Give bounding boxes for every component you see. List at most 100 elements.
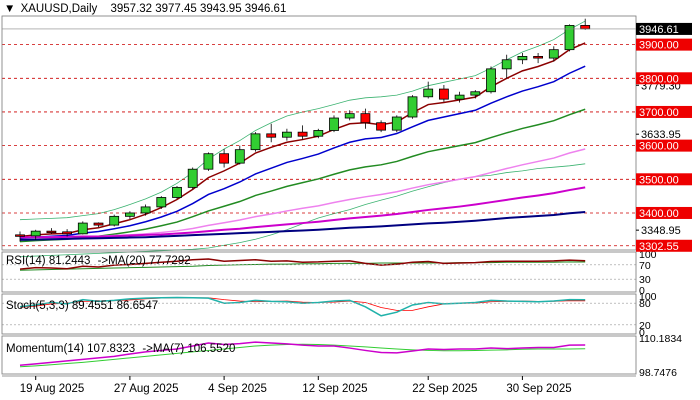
candle — [470, 90, 481, 99]
candle-body — [533, 56, 543, 59]
candle-body — [564, 25, 575, 51]
candle — [219, 148, 230, 168]
candle-body — [172, 186, 182, 198]
time-axis-label: 19 Aug 2025 — [20, 383, 85, 395]
time-axis-label: 12 Sep 2025 — [302, 383, 367, 395]
ema100-line — [20, 186, 586, 239]
level-label-5: 3400.00 — [639, 208, 679, 220]
candle-body — [250, 133, 261, 151]
candle-body — [501, 59, 512, 70]
candle — [517, 53, 528, 65]
momentum-axis-label: 110.1834 — [639, 333, 682, 345]
candle — [548, 46, 559, 62]
candle — [156, 196, 167, 209]
candle-body — [219, 153, 230, 164]
candle — [266, 123, 277, 143]
toggle-icon[interactable]: ▼ — [4, 3, 16, 15]
candle — [376, 120, 387, 133]
candle — [313, 128, 324, 139]
rsi-axis-label: 30 — [639, 274, 651, 286]
momentum-line — [19, 341, 586, 367]
candle — [109, 214, 120, 227]
candle-body — [156, 197, 167, 208]
stoch-axis-label: 100 — [639, 291, 657, 303]
candle — [172, 186, 182, 199]
ema10-line — [19, 65, 586, 239]
time-axis: 19 Aug 2025 27 Aug 2025 4 Sep 2025 12 Sep 2… — [20, 376, 572, 395]
candle — [250, 132, 261, 152]
candle-body — [109, 215, 120, 226]
horizontal-levels — [2, 44, 636, 247]
rsi-ma-value: ->MA(20) 77.7292 — [97, 255, 191, 267]
chart-frame — [1, 15, 637, 377]
level-label-2: 3700.00 — [639, 107, 679, 119]
candle — [533, 53, 543, 64]
candle — [360, 108, 371, 129]
rsi-ma-line — [19, 261, 586, 271]
time-axis-label: 4 Sep 2025 — [208, 383, 267, 395]
candle — [391, 115, 402, 133]
indicator-pane-border-1 — [1, 293, 637, 335]
candle — [580, 18, 591, 30]
candle — [46, 228, 57, 234]
time-axis-label: 22 Sep 2025 — [412, 383, 477, 395]
candle — [501, 54, 512, 79]
candle — [281, 128, 292, 141]
candle — [423, 81, 434, 99]
candle — [438, 85, 449, 102]
candle — [297, 125, 308, 140]
candle — [344, 110, 355, 121]
level-label-0: 3900.00 — [639, 40, 679, 52]
level-label-0-tag — [636, 38, 692, 51]
candle-body — [407, 96, 418, 118]
stoch-label: Stoch(5,3,3) 89.4551 86.6547 — [6, 300, 158, 312]
candle-body — [313, 130, 324, 137]
candle-body — [234, 149, 245, 164]
candle-body — [266, 133, 277, 138]
stoch-axis-label: 0 — [639, 327, 645, 339]
candle — [234, 145, 245, 165]
momentum-value: Momentum(14) 107.8323 — [6, 343, 136, 355]
candle-body — [297, 131, 308, 137]
candle — [15, 231, 25, 242]
candle-body — [360, 113, 371, 124]
level-label-5-tag — [636, 206, 692, 219]
candle — [77, 221, 88, 235]
current-price: 3946.61 — [639, 24, 679, 36]
candle-body — [580, 25, 591, 30]
candle — [329, 115, 339, 133]
stoch-axis-label: 80 — [639, 298, 651, 310]
candle — [62, 229, 72, 237]
candle-body — [62, 231, 72, 235]
stoch-value: Stoch(5,3,3) 89.4551 86.6547 — [6, 300, 159, 312]
indicator-pane-border-2 — [1, 335, 637, 375]
candle — [407, 95, 418, 119]
candle-body — [376, 122, 387, 131]
candle-body — [77, 222, 88, 235]
candle-body — [391, 116, 402, 131]
rsi-label: RSI(14) 81.2443 ->MA(20) 77.7292 — [6, 255, 191, 267]
ema200-line — [19, 210, 586, 241]
momentum-label: Momentum(14) 107.8323 ->MA(7) 106.5520 — [6, 343, 235, 355]
stoch-axis-label: 20 — [639, 320, 651, 332]
candle — [454, 91, 465, 103]
rsi-axis-label: 70 — [639, 260, 651, 272]
price-tick-label: 3348.95 — [641, 225, 681, 237]
candle — [30, 229, 41, 240]
rsi-axis-label: 0 — [639, 285, 645, 297]
momentum-ma-line — [19, 343, 586, 368]
candle-body — [344, 113, 355, 119]
candle-body — [517, 56, 528, 61]
candle — [564, 24, 575, 52]
level-label-4: 3500.00 — [639, 174, 679, 186]
candle-body — [203, 153, 214, 170]
bollinger-lower — [19, 163, 586, 258]
candle — [93, 222, 104, 228]
price-axis: 3779.303633.953348.953900.003800.003700.… — [2, 22, 692, 253]
candle — [203, 152, 214, 171]
bollinger-upper — [19, 20, 586, 221]
level-label-6-tag — [636, 239, 692, 252]
candle-body — [93, 222, 104, 226]
